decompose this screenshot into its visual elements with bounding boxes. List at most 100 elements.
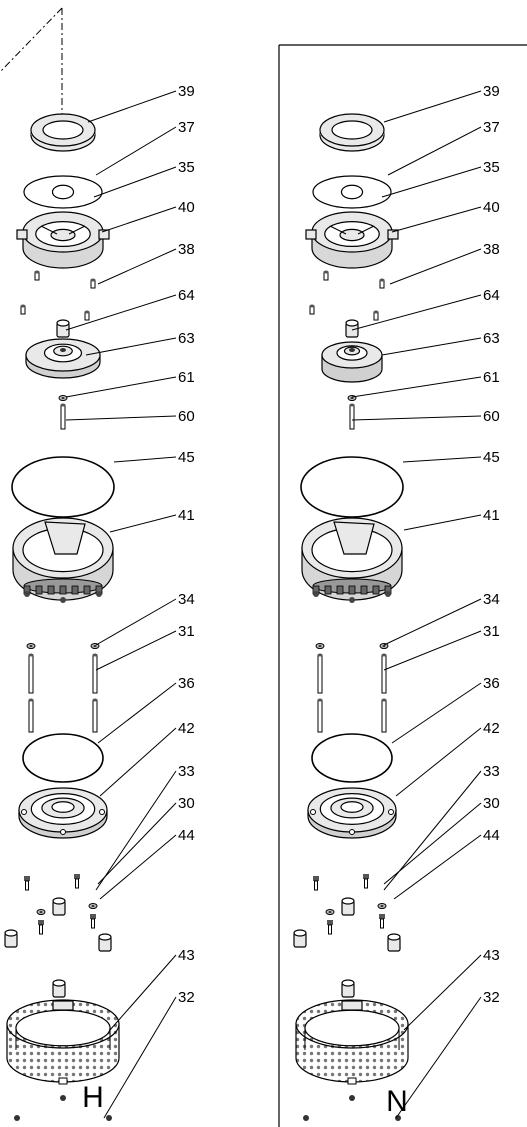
variant-label-h: H xyxy=(82,1081,104,1114)
part-32-plug xyxy=(349,1095,355,1101)
leader-line-n xyxy=(391,682,482,744)
callout-number-n: 31 xyxy=(483,623,500,640)
callout-number-h: 36 xyxy=(178,675,195,692)
part-33-washer xyxy=(36,909,46,915)
part-30-bolt xyxy=(38,920,44,935)
part-31-stud xyxy=(317,653,323,694)
callout-number-n: 40 xyxy=(483,199,500,216)
part-36-oring xyxy=(22,733,104,783)
callout-number-n: 45 xyxy=(483,449,500,466)
leader-line-h xyxy=(101,206,177,233)
part-38-pin xyxy=(90,278,96,289)
part-39-ring xyxy=(319,113,385,152)
part-32-plug xyxy=(14,1115,20,1121)
part-33-washer xyxy=(325,909,335,915)
leader-line-n xyxy=(383,802,482,885)
leader-line-n xyxy=(351,376,482,398)
part-38-pin xyxy=(309,304,315,315)
part-31-stud xyxy=(317,698,323,733)
part-63-impeller xyxy=(25,338,101,379)
part-43-screen xyxy=(6,999,120,1085)
callout-number-h: 44 xyxy=(178,827,195,844)
callout-number-n: 38 xyxy=(483,241,500,258)
leader-line-h xyxy=(97,802,177,885)
leader-line-n xyxy=(403,514,482,531)
callout-number-h: 61 xyxy=(178,369,195,386)
leader-line-h xyxy=(93,166,177,198)
leader-line-h xyxy=(95,598,177,646)
leader-line-n xyxy=(389,248,482,285)
part-41-diffuser xyxy=(12,517,114,603)
part-44-bushing xyxy=(98,933,112,952)
part-36-oring xyxy=(311,733,393,783)
part-63-impeller xyxy=(321,341,383,383)
callout-number-n: 30 xyxy=(483,795,500,812)
part-40-housing xyxy=(305,211,399,269)
callout-number-n: 61 xyxy=(483,369,500,386)
part-41-diffuser xyxy=(301,517,403,603)
part-31-stud xyxy=(92,698,98,733)
callout-labels: 39 39 37 37 35 35 40 40 38 38 64 64 63 63 61 61 60 60 45 45… xyxy=(65,83,500,1119)
part-32-plug xyxy=(60,1095,66,1101)
leader-line-h xyxy=(65,415,177,421)
part-30-bolt xyxy=(379,914,385,929)
part-61-washer xyxy=(58,395,68,401)
part-38-pin xyxy=(34,270,40,281)
part-34-nut xyxy=(379,643,389,649)
leader-line-n xyxy=(383,90,482,123)
leader-line-n xyxy=(351,294,482,331)
part-31-stud xyxy=(28,653,34,694)
leader-line-h xyxy=(95,630,177,671)
part-38-pin xyxy=(20,304,26,315)
callout-number-h: 32 xyxy=(178,989,195,1006)
part-34-nut xyxy=(315,643,325,649)
part-34-nut xyxy=(26,643,36,649)
callout-number-h: 39 xyxy=(178,83,195,100)
leader-line-h xyxy=(85,337,177,356)
callout-number-n: 34 xyxy=(483,591,500,608)
callout-number-n: 63 xyxy=(483,330,500,347)
leader-line-h xyxy=(99,834,177,900)
leader-line-h xyxy=(103,996,177,1119)
part-45-oring xyxy=(11,456,115,518)
part-44-bushing xyxy=(341,897,355,916)
callout-number-h: 43 xyxy=(178,947,195,964)
leader-line-n xyxy=(391,206,482,233)
callout-number-h: 38 xyxy=(178,241,195,258)
leader-line-n xyxy=(351,415,482,421)
leader-line-n xyxy=(381,166,482,198)
part-30-bolt xyxy=(74,874,80,889)
axis-lines xyxy=(0,7,63,126)
leader-line-h xyxy=(97,248,177,285)
callout-number-n: 60 xyxy=(483,408,500,425)
leader-line-h xyxy=(97,682,177,744)
leader-line-n xyxy=(393,834,482,900)
leader-line-n xyxy=(383,630,482,671)
part-44-bushing xyxy=(341,979,355,998)
part-30-bolt xyxy=(327,920,333,935)
leader-line-h xyxy=(87,90,177,123)
leader-line-n xyxy=(395,727,482,797)
variant-label-n: N xyxy=(386,1085,408,1118)
part-60-shaft xyxy=(60,403,66,430)
leader-line-n xyxy=(381,337,482,356)
part-38-pin xyxy=(323,270,329,281)
callout-number-h: 37 xyxy=(178,119,195,136)
part-30-bolt xyxy=(90,914,96,929)
callout-number-h: 45 xyxy=(178,449,195,466)
part-60-shaft xyxy=(349,403,355,430)
callout-number-n: 43 xyxy=(483,947,500,964)
callout-number-n: 32 xyxy=(483,989,500,1006)
callout-number-h: 42 xyxy=(178,720,195,737)
part-38-pin xyxy=(84,310,90,321)
part-31-stud xyxy=(92,653,98,694)
callout-number-h: 31 xyxy=(178,623,195,640)
part-44-bushing xyxy=(52,897,66,916)
leader-line-n xyxy=(383,598,482,646)
callout-number-h: 33 xyxy=(178,763,195,780)
part-38-pin xyxy=(379,278,385,289)
callout-number-n: 33 xyxy=(483,763,500,780)
leader-line-n xyxy=(403,954,482,1031)
